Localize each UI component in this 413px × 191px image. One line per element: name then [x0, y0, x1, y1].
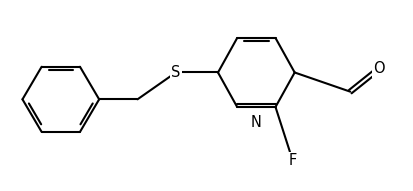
Text: F: F	[289, 153, 297, 168]
Text: O: O	[373, 61, 385, 76]
Text: S: S	[171, 65, 180, 80]
Text: N: N	[251, 115, 262, 130]
